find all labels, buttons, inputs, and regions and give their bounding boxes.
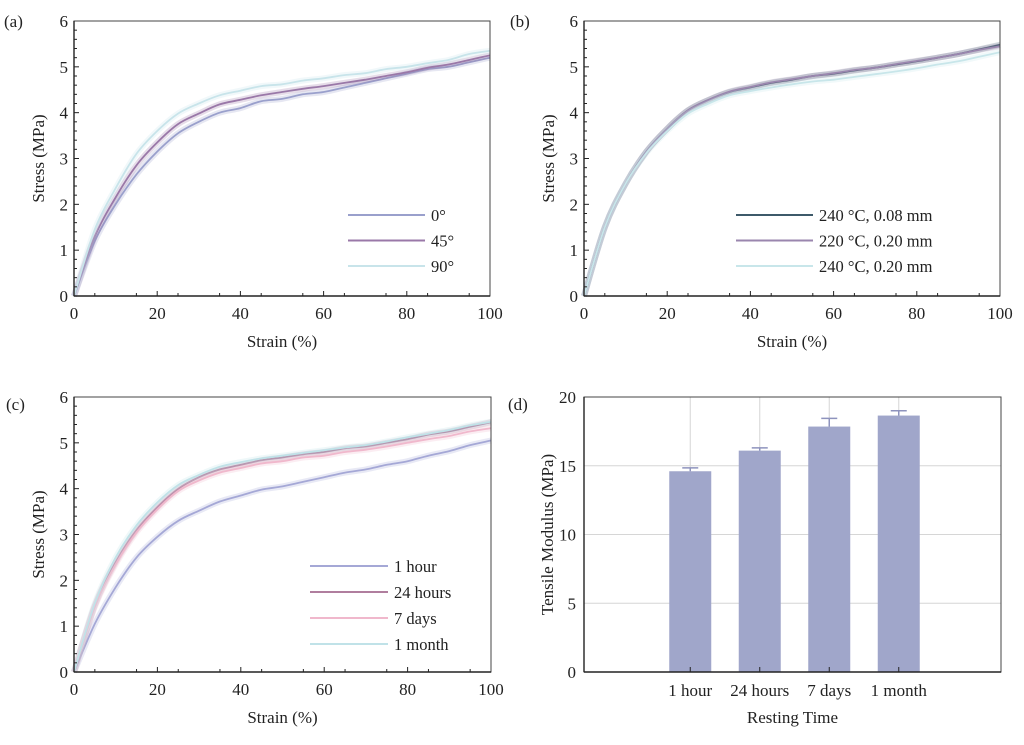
x-tick-label: 60 bbox=[316, 680, 333, 699]
legend-label: 90° bbox=[431, 257, 454, 276]
y-tick-label: 1 bbox=[60, 617, 69, 636]
x-tick-label: 20 bbox=[659, 304, 676, 323]
y-tick-label: 0 bbox=[570, 287, 579, 306]
series-line bbox=[73, 49, 491, 297]
y-tick-label: 6 bbox=[60, 12, 69, 31]
panel-label: (c) bbox=[6, 395, 25, 414]
legend-label: 240 °C, 0.08 mm bbox=[819, 206, 933, 225]
y-tick-label: 3 bbox=[60, 526, 69, 545]
y-tick-label: 2 bbox=[570, 195, 579, 214]
x-tick-label: 1 hour bbox=[668, 681, 712, 700]
y-axis-label: Stress (MPa) bbox=[29, 114, 48, 202]
y-tick-label: 15 bbox=[559, 457, 576, 476]
y-tick-label: 20 bbox=[559, 388, 576, 407]
x-tick-label: 0 bbox=[580, 304, 589, 323]
x-tick-label: 80 bbox=[399, 680, 416, 699]
y-tick-label: 5 bbox=[568, 594, 577, 613]
y-tick-label: 0 bbox=[60, 663, 69, 682]
x-axis-label: Strain (%) bbox=[247, 708, 317, 727]
bar bbox=[808, 426, 851, 672]
bar bbox=[738, 450, 781, 672]
x-axis-label: Strain (%) bbox=[247, 332, 317, 351]
x-tick-label: 7 days bbox=[807, 681, 851, 700]
x-tick-label: 80 bbox=[398, 304, 415, 323]
x-tick-label: 60 bbox=[315, 304, 332, 323]
panel-label: (a) bbox=[4, 12, 23, 31]
legend-label: 1 hour bbox=[394, 557, 437, 576]
y-tick-label: 5 bbox=[570, 58, 579, 77]
y-tick-label: 2 bbox=[60, 195, 69, 214]
y-tick-label: 1 bbox=[60, 241, 69, 260]
legend-label: 220 °C, 0.20 mm bbox=[819, 232, 933, 251]
x-tick-label: 0 bbox=[70, 304, 79, 323]
y-tick-label: 3 bbox=[570, 150, 579, 169]
x-tick-label: 40 bbox=[742, 304, 759, 323]
y-axis-label: Tensile Modulus (MPa) bbox=[538, 454, 557, 615]
legend-label: 45° bbox=[431, 232, 454, 251]
x-tick-label: 80 bbox=[908, 304, 925, 323]
x-tick-label: 100 bbox=[987, 304, 1013, 323]
y-tick-label: 5 bbox=[60, 58, 69, 77]
panel-d: (d) 1 hour 24 hours 7 days 1 month 0 5 10 15 20 Re… bbox=[508, 388, 1002, 727]
x-tick-label: 20 bbox=[149, 304, 166, 323]
x-tick-label: 60 bbox=[825, 304, 842, 323]
bar bbox=[669, 471, 712, 672]
series-line bbox=[583, 51, 1001, 297]
panel-label: (d) bbox=[508, 395, 528, 414]
x-tick-label: 100 bbox=[477, 304, 503, 323]
legend-label: 24 hours bbox=[394, 583, 451, 602]
y-tick-label: 10 bbox=[559, 526, 576, 545]
y-axis-label: Stress (MPa) bbox=[539, 114, 558, 202]
y-tick-label: 2 bbox=[60, 571, 69, 590]
legend-label: 240 °C, 0.20 mm bbox=[819, 257, 933, 276]
legend-label: 0° bbox=[431, 206, 446, 225]
panel-b: (b) 240 °C, 0.08 mm 220 °C, 0.20 mm 240 °C,… bbox=[510, 12, 1013, 351]
y-tick-label: 6 bbox=[570, 12, 579, 31]
series-line bbox=[73, 54, 491, 297]
series-line bbox=[73, 420, 492, 673]
x-axis-label: Resting Time bbox=[747, 708, 838, 727]
series-band bbox=[581, 49, 1001, 297]
series-line bbox=[73, 421, 492, 673]
panel-label: (b) bbox=[510, 12, 530, 31]
y-tick-label: 4 bbox=[570, 104, 579, 123]
y-tick-label: 1 bbox=[570, 241, 579, 260]
panel-a: (a) 0° 45° 90° 0 20 40 60 80 100 0 1 2 3 4 5 6 Strain (%)… bbox=[4, 12, 503, 351]
y-tick-label: 4 bbox=[60, 480, 69, 499]
x-tick-label: 1 month bbox=[871, 681, 928, 700]
x-tick-label: 40 bbox=[232, 304, 249, 323]
legend-label: 7 days bbox=[394, 609, 437, 628]
x-tick-label: 20 bbox=[149, 680, 166, 699]
x-tick-label: 100 bbox=[478, 680, 504, 699]
y-tick-label: 5 bbox=[60, 434, 69, 453]
x-tick-label: 24 hours bbox=[730, 681, 789, 700]
bar bbox=[877, 415, 920, 672]
x-tick-label: 40 bbox=[232, 680, 249, 699]
x-tick-label: 0 bbox=[70, 680, 79, 699]
y-tick-label: 4 bbox=[60, 104, 69, 123]
legend-label: 1 month bbox=[394, 635, 449, 654]
y-tick-label: 3 bbox=[60, 150, 69, 169]
y-tick-label: 6 bbox=[60, 388, 69, 407]
series-line bbox=[73, 56, 491, 297]
y-tick-label: 0 bbox=[568, 663, 577, 682]
series-line bbox=[583, 45, 1001, 297]
x-axis-label: Strain (%) bbox=[757, 332, 827, 351]
y-tick-label: 0 bbox=[60, 287, 69, 306]
series-line bbox=[73, 439, 492, 673]
y-axis-label: Stress (MPa) bbox=[29, 490, 48, 578]
series-line bbox=[73, 427, 492, 673]
